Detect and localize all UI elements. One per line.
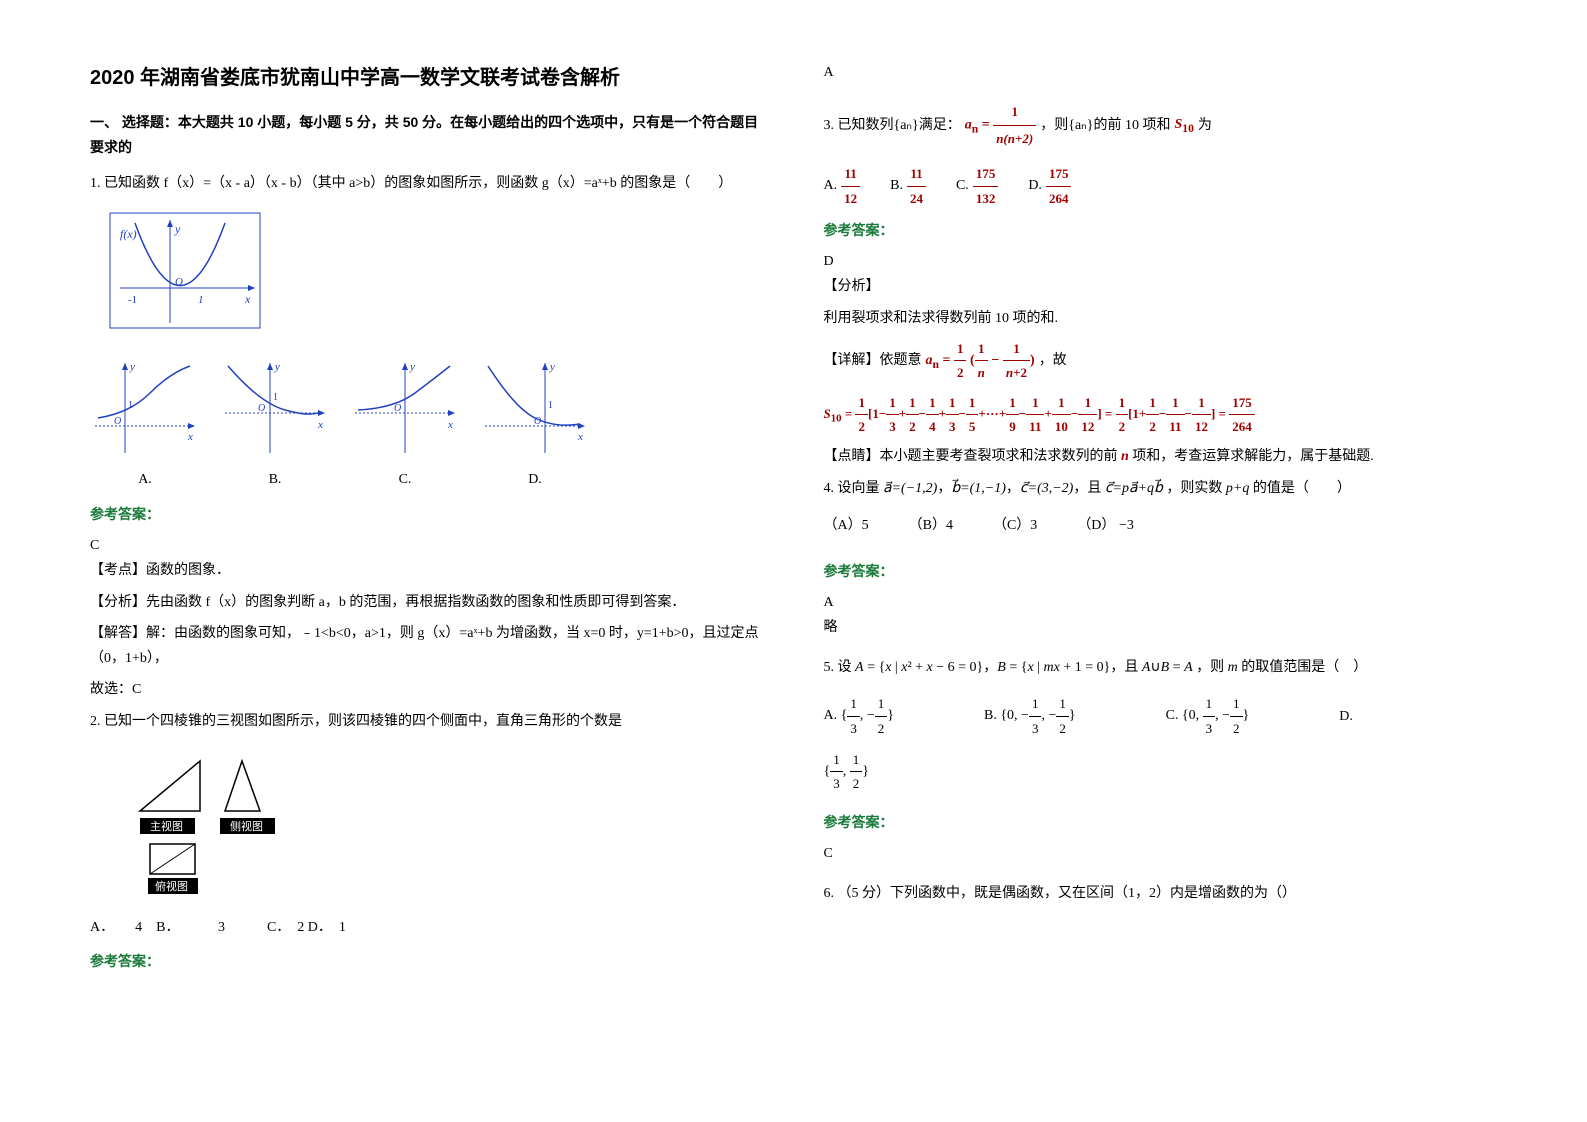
q5-opt-c: C. {0, 13, −12} [1166,692,1250,740]
svg-text:x: x [577,431,583,443]
svg-text:y: y [174,222,181,236]
svg-text:y: y [549,361,555,373]
q5-options-row1: A. {13, −12} B. {0, −13, −12} C. {0, 13,… [824,692,1498,740]
answer-label: 参考答案： [90,502,764,527]
q1-graph-a: y x 1 O A. [90,358,200,492]
answer-label-2: 参考答案： [90,949,764,974]
exam-title: 2020 年湖南省娄底市犹南山中学高一数学文联考试卷含解析 [90,60,764,96]
q5-opt-a: A. {13, −12} [824,692,894,740]
q5-opt-b: B. {0, −13, −12} [984,692,1076,740]
top-view-label: 俯视图 [155,879,188,893]
left-column: 2020 年湖南省娄底市犹南山中学高一数学文联考试卷含解析 一、 选择题：本大题… [90,60,764,980]
question-4: 4. 设向量 a⃗=(−1,2)，b⃗=(1,−1)，c⃗=(3,−2)，且 c… [824,475,1498,503]
q1-guxuan: 故选：C [90,677,764,702]
opt-a-label: A. [90,467,200,492]
svg-text:y: y [129,361,135,373]
q3-formula-an: an = 1n(n+2) [965,99,1037,152]
q3-xiangjie: 【详解】依题意 an = 12 (1n − 1n+2) ，故 [824,337,1498,385]
q6-stem: 6. （5 分）下列函数中，既是偶函数，又在区间（1，2）内是增函数的为（） [824,886,1297,901]
q1-answer-letter: C [90,533,764,558]
svg-text:x: x [244,292,251,306]
q5-opt-d: {13, 12} [824,748,1498,796]
q3-opt-b: B. 1124 [890,162,926,210]
q1-fenxi: 【分析】先由函数 f（x）的图象判断 a，b 的范围，再根据指数函数的图象和性质… [90,590,764,615]
svg-text:1: 1 [128,400,133,411]
svg-text:f(x): f(x) [120,227,137,241]
svg-text:O: O [534,416,541,427]
opt-b-label: B. [220,467,330,492]
side-view-label: 侧视图 [230,819,263,833]
q3-s10: S10 [1174,111,1193,140]
svg-text:1: 1 [548,400,553,411]
question-5: 5. 设 A = {x | x² + x − 6 = 0}，B = {x | m… [824,654,1498,682]
q1-graph-c: y x O C. [350,358,460,492]
question-6: 6. （5 分）下列函数中，既是偶函数，又在区间（1，2）内是增函数的为（） [824,880,1498,908]
question-2: 2. 已知一个四棱锥的三视图如图所示，则该四棱锥的四个侧面中，直角三角形的个数是 [90,708,764,736]
opt-d-label: D. [480,467,590,492]
svg-text:x: x [317,419,323,431]
answer-label-5: 参考答案： [824,810,1498,835]
q1-graph-d: y x 1 O D. [480,358,590,492]
svg-text:O: O [258,403,265,414]
q3-fenxi: 利用裂项求和法求得数列前 10 项的和. [824,306,1498,331]
q3-opt-d: D. 175264 [1028,162,1071,210]
q4-opt-a: （A）5 [824,513,869,538]
q2-three-views: 主视图 侧视图 俯视图 [120,746,764,905]
q1-option-graphs: y x 1 O A. y x 1 O [90,358,764,492]
question-3: 3. 已知数列{aₙ}满足： an = 1n(n+2) ，则{aₙ}的前 10 … [824,99,1498,152]
svg-text:1: 1 [273,392,278,403]
svg-text:x: x [447,419,453,431]
q4-lue: 略 [824,615,1498,640]
q4-answer-letter: A [824,590,1498,615]
q2-options: A． 4 B． 3 C． 2 D． 1 [90,915,764,940]
q4-opt-d: （D） −3 [1077,513,1134,538]
q1-main-graph: f(x) y x O -1 1 [90,208,764,347]
q3-dianjing: 【点睛】本小题主要考查裂项求和法求数列的前 n 项和，考查运算求解能力，属于基础… [824,444,1498,469]
svg-text:-1: -1 [128,294,137,306]
q3-s10-formula: S10 = 12[1−13+12−14+13−15+···+19−111+110… [824,391,1498,439]
parabola-graph-icon: f(x) y x O -1 1 [90,208,270,338]
q2-stem: 2. 已知一个四棱锥的三视图如图所示，则该四棱锥的四个侧面中，直角三角形的个数是 [90,714,622,729]
q3-answer-letter: D [824,249,1498,274]
right-column: A 3. 已知数列{aₙ}满足： an = 1n(n+2) ，则{aₙ}的前 1… [824,60,1498,980]
q1-stem: 1. 已知函数 f（x）=（x - a）（x - b）（其中 a>b）的图象如图… [90,176,732,191]
svg-text:y: y [274,361,280,373]
main-view-label: 主视图 [150,819,183,833]
question-1: 1. 已知函数 f（x）=（x - a）（x - b）（其中 a>b）的图象如图… [90,170,764,198]
q4-opt-b: （B）4 [909,513,953,538]
answer-label-4: 参考答案： [824,559,1498,584]
q3-stem-suffix3: 为 [1198,112,1212,140]
q3-xiangjie-formula: an = 12 (1n − 1n+2) [926,337,1035,385]
svg-text:1: 1 [198,294,204,306]
q1-jieda: 【解答】解：由函数的图象可知，﹣1<b<0，a>1，则 g（x）=aˣ+b 为增… [90,621,764,671]
section-1-header: 一、 选择题：本大题共 10 小题，每小题 5 分，共 50 分。在每小题给出的… [90,110,764,160]
q3-options: A. 1112 B. 1124 C. 175132 D. 175264 [824,162,1498,210]
q3-fenxi-label: 【分析】 [824,274,1498,299]
q3-stem-suffix: ，则{aₙ}的前 10 项和 [1040,112,1170,140]
q1-kaodian: 【考点】函数的图象． [90,558,764,583]
q5-opt-d-label: D. [1339,704,1353,729]
opt-c-label: C. [350,467,460,492]
answer-label-3: 参考答案： [824,218,1498,243]
svg-text:y: y [409,361,415,373]
q5-answer-letter: C [824,841,1498,866]
q3-stem-prefix: 3. 已知数列{aₙ}满足： [824,112,961,140]
svg-text:O: O [394,403,401,414]
q3-opt-c: C. 175132 [956,162,998,210]
q4-opt-c: （C）3 [993,513,1037,538]
svg-text:O: O [175,276,183,288]
svg-text:x: x [187,431,193,443]
q4-options: （A）5 （B）4 （C）3 （D） −3 [824,513,1498,538]
q3-opt-a: A. 1112 [824,162,861,210]
svg-text:O: O [114,416,121,427]
q1-graph-b: y x 1 O B. [220,358,330,492]
q2-answer-letter: A [824,60,1498,85]
